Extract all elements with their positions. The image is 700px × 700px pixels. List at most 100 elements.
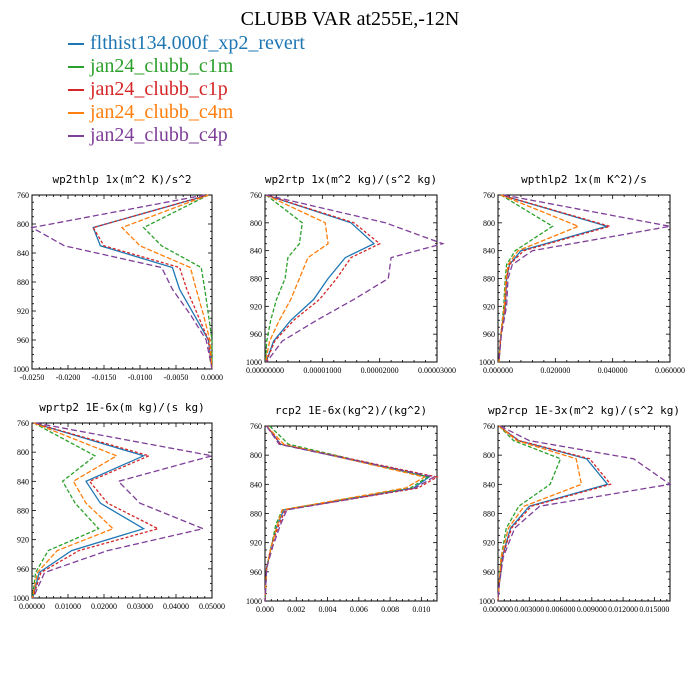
y-tick-label: 800 bbox=[250, 219, 262, 228]
y-tick-label: 960 bbox=[250, 568, 262, 577]
x-tick-label: 0.000 bbox=[256, 605, 274, 614]
series-line-4 bbox=[497, 425, 672, 602]
legend-item-2: jan24_clubb_c1p bbox=[68, 78, 305, 101]
x-tick-label: 0.002 bbox=[287, 605, 305, 614]
y-tick-label: 960 bbox=[17, 565, 29, 574]
legend-label-3: jan24_clubb_c4m bbox=[90, 101, 234, 123]
y-tick-label: 760 bbox=[250, 191, 262, 200]
x-tick-label: 0.003000 bbox=[514, 605, 544, 614]
y-tick-label: 800 bbox=[483, 451, 495, 460]
legend-swatch-1 bbox=[68, 66, 84, 69]
legend-swatch-4 bbox=[68, 135, 84, 138]
y-tick-label: 880 bbox=[17, 507, 29, 516]
series-line-0 bbox=[264, 425, 431, 602]
series-line-0 bbox=[265, 194, 376, 363]
series-line-4 bbox=[498, 194, 671, 363]
x-tick-label: 0.010 bbox=[412, 605, 430, 614]
y-tick-label: 760 bbox=[250, 422, 262, 431]
panel-title: wp2rtp 1x(m^2 kg)/(s^2 kg) bbox=[265, 173, 437, 186]
y-tick-label: 920 bbox=[483, 539, 495, 548]
y-tick-label: 1000 bbox=[246, 597, 262, 606]
x-tick-label: 0.000000 bbox=[483, 366, 513, 375]
x-tick-label: -0.0200 bbox=[56, 373, 81, 382]
x-tick-label: 0.004 bbox=[319, 605, 337, 614]
y-tick-label: 880 bbox=[250, 510, 262, 519]
series-line-0 bbox=[92, 194, 213, 370]
y-tick-label: 960 bbox=[483, 568, 495, 577]
x-tick-label: 0.01000 bbox=[55, 602, 81, 611]
x-tick-label: 0.020000 bbox=[540, 366, 570, 375]
y-tick-label: 960 bbox=[483, 330, 495, 339]
y-tick-label: 920 bbox=[17, 307, 29, 316]
legend-swatch-3 bbox=[68, 112, 84, 115]
x-tick-label: 0.009000 bbox=[577, 605, 607, 614]
x-tick-label: 0.008 bbox=[381, 605, 399, 614]
series-line-1 bbox=[264, 425, 430, 602]
y-tick-label: 840 bbox=[17, 477, 29, 486]
series-line-3 bbox=[120, 194, 213, 370]
y-tick-label: 880 bbox=[483, 275, 495, 284]
x-tick-label: 0.00001000 bbox=[303, 366, 341, 375]
series-line-1 bbox=[31, 422, 100, 599]
y-tick-label: 840 bbox=[17, 249, 29, 258]
series-line-4 bbox=[30, 194, 213, 370]
y-tick-label: 760 bbox=[483, 191, 495, 200]
series-line-3 bbox=[31, 422, 119, 599]
y-tick-label: 840 bbox=[250, 247, 262, 256]
y-tick-label: 760 bbox=[17, 191, 29, 200]
y-tick-label: 1000 bbox=[13, 594, 29, 603]
chart-panel-0: wp2thlp 1x(m^2 K)/s^2 760 800 840 880 920 960 1… bbox=[13, 173, 223, 382]
x-tick-label: 0.060000 bbox=[655, 366, 685, 375]
y-tick-label: 800 bbox=[17, 448, 29, 457]
x-tick-label: -0.0100 bbox=[128, 373, 153, 382]
x-tick-label: 0.00000000 bbox=[246, 366, 284, 375]
y-tick-label: 1000 bbox=[13, 365, 29, 374]
x-tick-label: 0.00003000 bbox=[418, 366, 456, 375]
panel-title: wpthlp2 1x(m K^2)/s bbox=[521, 173, 647, 186]
series-line-3 bbox=[264, 194, 329, 363]
y-tick-label: 800 bbox=[17, 220, 29, 229]
x-tick-label: 0.006000 bbox=[546, 605, 576, 614]
chart-panel-2: wpthlp2 1x(m K^2)/s 760 800 840 880 920 960 100… bbox=[479, 173, 685, 375]
series-line-0 bbox=[498, 194, 610, 363]
y-tick-label: 1000 bbox=[479, 358, 495, 367]
y-tick-label: 920 bbox=[250, 302, 262, 311]
y-tick-label: 880 bbox=[483, 510, 495, 519]
y-tick-label: 920 bbox=[483, 302, 495, 311]
x-tick-label: 0.015000 bbox=[639, 605, 669, 614]
legend-item-0: flthist134.000f_xp2_revert bbox=[68, 32, 305, 55]
legend-item-3: jan24_clubb_c4m bbox=[68, 101, 305, 124]
x-tick-label: -0.0250 bbox=[20, 373, 45, 382]
x-tick-label: 0.040000 bbox=[598, 366, 628, 375]
x-tick-label: 0.02000 bbox=[91, 602, 117, 611]
panel-title: wprtp2 1E-6x(m kg)/(s kg) bbox=[39, 401, 205, 414]
series-line-4 bbox=[264, 425, 436, 602]
legend-label-2: jan24_clubb_c1p bbox=[90, 78, 228, 100]
legend: flthist134.000f_xp2_revert jan24_clubb_c… bbox=[68, 32, 305, 147]
y-tick-label: 960 bbox=[250, 330, 262, 339]
y-tick-label: 840 bbox=[483, 247, 495, 256]
series-line-2 bbox=[265, 194, 381, 363]
panel-title: wp2rcp 1E-3x(m^2 kg)/(s^2 kg) bbox=[488, 404, 680, 417]
y-tick-label: 920 bbox=[17, 536, 29, 545]
x-tick-label: 0.0000 bbox=[201, 373, 223, 382]
legend-label-0: flthist134.000f_xp2_revert bbox=[90, 32, 305, 54]
y-tick-label: 1000 bbox=[246, 358, 262, 367]
x-tick-label: -0.0050 bbox=[164, 373, 189, 382]
series-line-1 bbox=[498, 194, 554, 363]
series-line-2 bbox=[92, 194, 213, 370]
legend-swatch-2 bbox=[68, 89, 84, 92]
legend-label-1: jan24_clubb_c1m bbox=[90, 55, 234, 77]
series-line-0 bbox=[32, 422, 146, 599]
y-tick-label: 880 bbox=[250, 275, 262, 284]
series-line-1 bbox=[142, 194, 213, 369]
series-line-2 bbox=[32, 422, 160, 599]
y-tick-label: 920 bbox=[250, 539, 262, 548]
figure-title: CLUBB VAR at255E,-12N bbox=[240, 8, 460, 30]
x-tick-label: -0.0150 bbox=[92, 373, 117, 382]
series-line-2 bbox=[498, 194, 613, 363]
x-tick-label: 0.006 bbox=[350, 605, 368, 614]
y-tick-label: 840 bbox=[250, 480, 262, 489]
series-line-2 bbox=[264, 425, 439, 602]
panel-title: rcp2 1E-6x(kg^2)/(kg^2) bbox=[275, 404, 427, 417]
